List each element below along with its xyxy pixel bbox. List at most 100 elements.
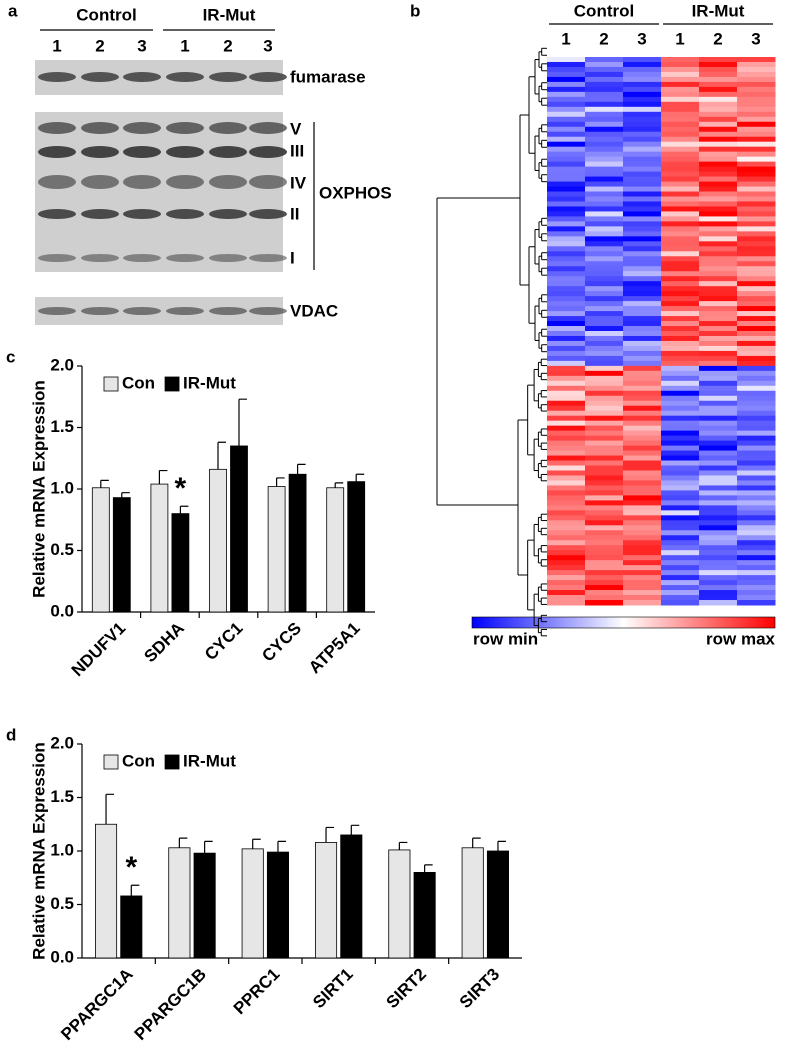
heat-cell	[661, 495, 700, 501]
error-bar	[130, 884, 140, 896]
heat-cell	[699, 61, 738, 68]
heat-cell	[661, 81, 700, 88]
heat-cell	[623, 91, 662, 98]
heat-cell	[661, 335, 700, 342]
heat-cell	[547, 111, 586, 118]
heat-cell	[699, 375, 738, 382]
heat-cell	[699, 410, 738, 417]
legend-label: IR-Mut	[183, 373, 236, 392]
heat-cell	[623, 470, 662, 476]
heat-cell	[547, 490, 586, 496]
band	[209, 175, 247, 189]
band	[249, 146, 287, 158]
heat-cell	[699, 395, 738, 402]
heat-cell	[661, 410, 700, 417]
heat-cell	[585, 590, 624, 596]
heat-cell	[661, 196, 700, 202]
heat-cell	[699, 440, 738, 447]
heat-cell	[737, 61, 776, 68]
heat-cell	[737, 335, 776, 342]
heat-cell	[547, 331, 586, 337]
heat-cell	[623, 505, 662, 511]
heat-cell	[661, 385, 700, 392]
heat-cell	[547, 450, 586, 457]
heat-cell	[585, 350, 624, 357]
blot-label: fumarase	[290, 67, 366, 86]
heat-cell	[661, 460, 700, 467]
heat-cell	[547, 415, 586, 422]
heat-cell	[661, 86, 700, 93]
heat-cell	[661, 485, 700, 491]
heat-cell	[585, 276, 624, 282]
heat-cell	[661, 420, 700, 427]
heat-cell	[699, 345, 738, 352]
heat-cell	[623, 520, 662, 526]
heat-cell	[547, 121, 586, 128]
heat-cell	[585, 261, 624, 267]
heat-cell	[585, 271, 624, 277]
heat-cell	[699, 575, 738, 581]
heat-cell	[623, 86, 662, 93]
error-bar	[158, 469, 168, 485]
heat-cell	[547, 151, 586, 158]
heat-cell	[737, 211, 776, 217]
heat-cell	[585, 61, 624, 68]
heat-cell	[699, 415, 738, 422]
bar	[266, 851, 290, 959]
bar	[95, 823, 118, 959]
heat-cell	[585, 106, 624, 113]
heat-cell	[585, 415, 624, 422]
heat-cell	[699, 276, 738, 282]
heat-cell	[661, 455, 700, 462]
heat-cell	[699, 251, 738, 257]
heat-cell	[585, 575, 624, 581]
heat-cell	[699, 101, 738, 108]
heat-cell	[737, 311, 776, 317]
y-tick-label: 1.5	[50, 417, 74, 436]
heat-cell	[737, 350, 776, 357]
heat-cell	[623, 286, 662, 292]
heat-cell	[585, 131, 624, 138]
heat-cell	[737, 450, 776, 457]
heat-cell	[737, 316, 776, 322]
error-bar	[355, 473, 365, 482]
heat-cell	[737, 455, 776, 462]
heat-cell	[623, 166, 662, 173]
heat-cell	[737, 266, 776, 272]
heat-cell	[699, 271, 738, 277]
heat-cell	[661, 365, 700, 372]
heat-cell	[547, 276, 586, 282]
heat-cell	[547, 181, 586, 188]
error-bar	[296, 463, 306, 475]
heat-cell	[737, 251, 776, 257]
heat-cell	[737, 475, 776, 481]
heat-cell	[737, 420, 776, 427]
heat-cell	[699, 520, 738, 526]
heat-cell	[661, 435, 700, 442]
error-bar	[350, 824, 360, 835]
heat-cell	[585, 311, 624, 317]
heat-cell	[737, 236, 776, 242]
heat-cell	[661, 256, 700, 262]
heat-cell	[585, 151, 624, 158]
heat-cell	[737, 580, 776, 586]
heat-cell	[661, 390, 700, 397]
heat-cell	[623, 211, 662, 217]
heat-cell	[661, 490, 700, 496]
heat-cell	[585, 206, 624, 212]
heat-cell	[699, 121, 738, 128]
heat-cell	[737, 370, 776, 377]
heat-cell	[661, 440, 700, 447]
heat-cell	[623, 405, 662, 412]
heat-cell	[699, 181, 738, 188]
band	[38, 122, 76, 134]
group-label: Control	[574, 1, 634, 20]
heat-cell	[737, 196, 776, 202]
bar	[209, 468, 227, 613]
heat-cell	[585, 360, 624, 367]
heat-cell	[699, 91, 738, 98]
heat-cell	[737, 485, 776, 491]
heat-cell	[585, 136, 624, 143]
heat-cell	[585, 525, 624, 531]
x-tick-label: ATP5A1	[305, 619, 364, 678]
